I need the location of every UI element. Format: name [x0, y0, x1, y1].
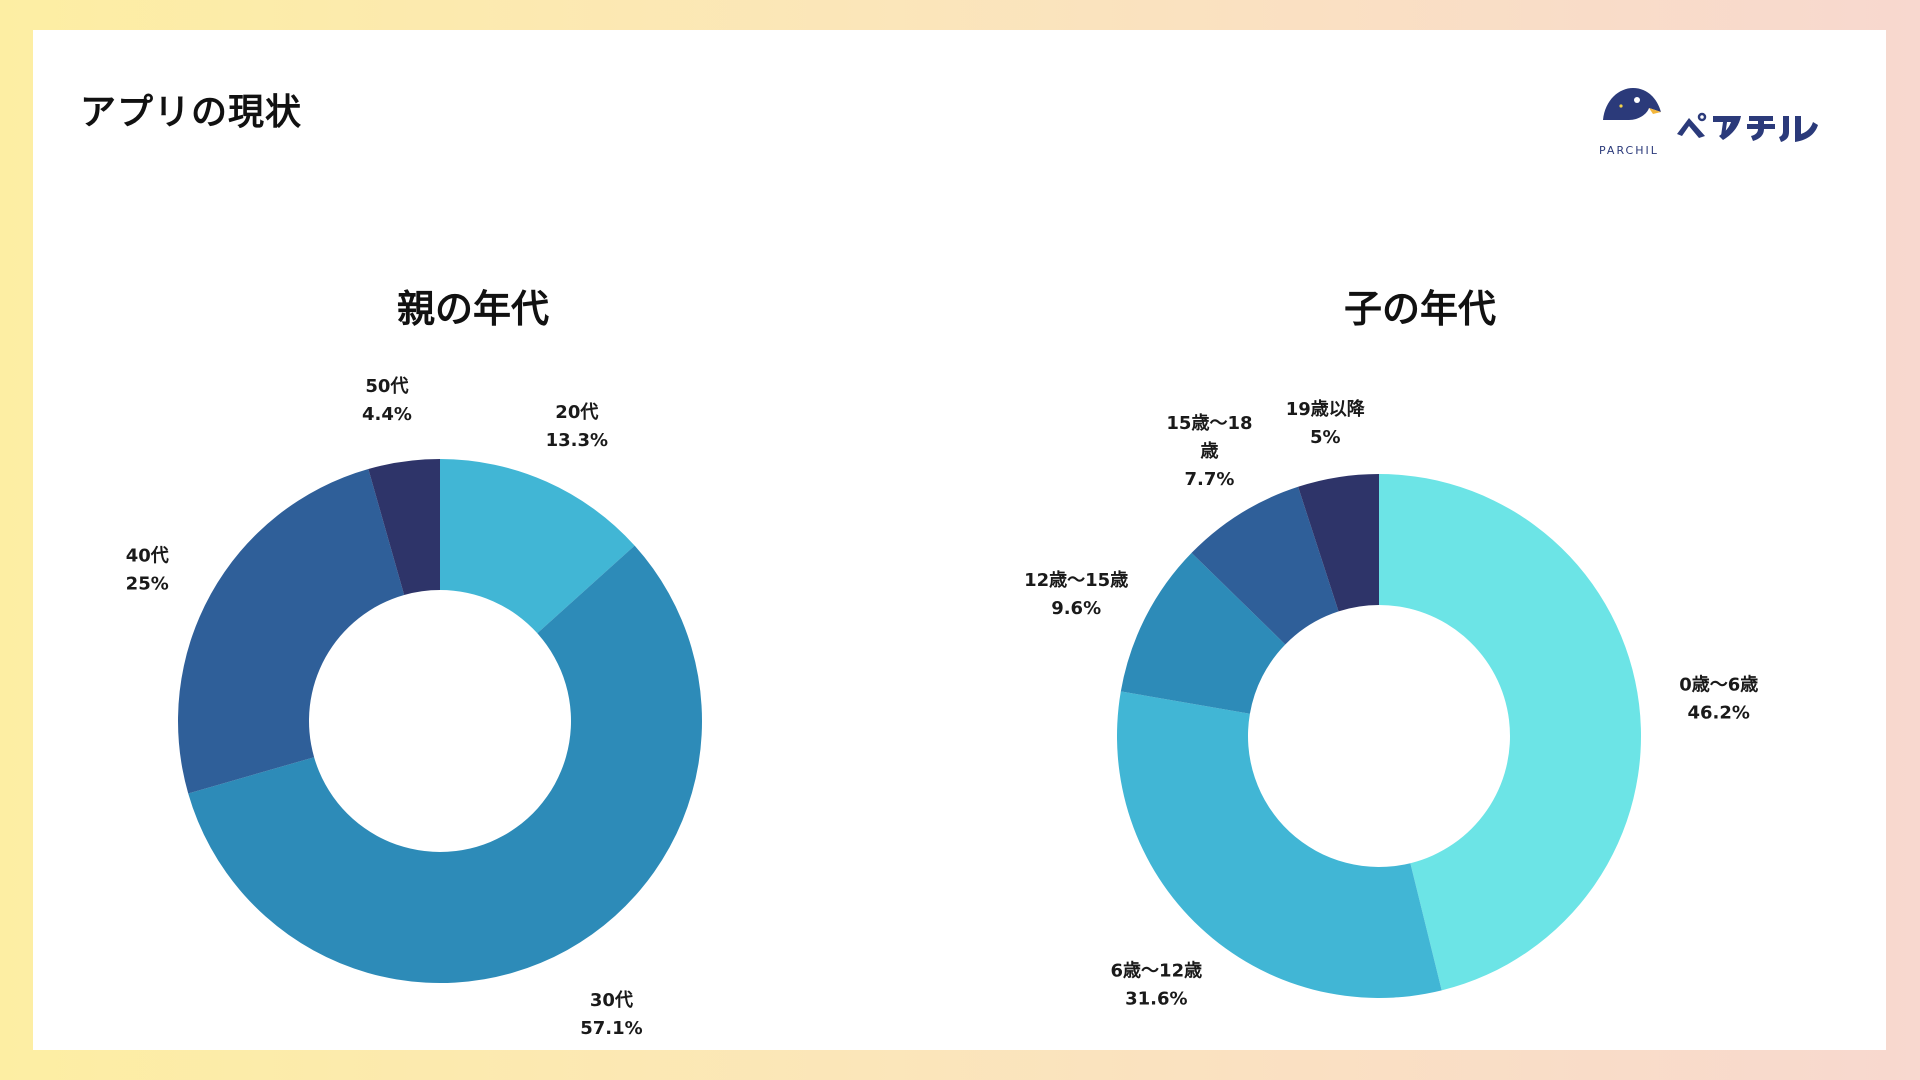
parchil-bird-icon [1603, 88, 1661, 120]
child-age-slice-label-3-line-0: 15歳〜18 [1166, 413, 1252, 434]
child-age-slice-label-1: 6歳〜12歳 31.6% [1111, 960, 1203, 1009]
child-age-slice-1 [1117, 691, 1442, 998]
child-age-slice-label-2: 12歳〜15歳 9.6% [1024, 570, 1128, 619]
parent-age-slice-label-1-line-0: 30代 [590, 990, 633, 1011]
parent-age-slice-label-3: 50代 4.4% [362, 376, 412, 425]
parent-age-chart-title: 親の年代 [396, 287, 549, 331]
child-age-slice-2 [1120, 552, 1286, 714]
parent-age-slice-label-0-line-1: 13.3% [546, 430, 608, 451]
child-age-slice-label-2-line-0: 12歳〜15歳 [1024, 570, 1128, 591]
child-age-slice-label-1-line-1: 31.6% [1125, 988, 1187, 1009]
donut-charts: 20代 13.3%30代 57.1%40代 25%50代 4.4%0歳〜6歳 46.2%6… [126, 376, 1759, 1039]
page-title: アプリの現状 [80, 92, 303, 133]
parent-age-slice-label-2-line-0: 40代 [126, 546, 169, 567]
parent-age-slice-0 [440, 459, 635, 634]
child-age-slice-label-0-line-0: 0歳〜6歳 [1679, 674, 1758, 695]
child-age-slice-label-4-line-0: 19歳以降 [1286, 398, 1366, 420]
child-age-slice-label-3: 15歳〜18 歳 7.7% [1166, 413, 1252, 490]
child-age-chart-title: 子の年代 [1343, 287, 1496, 331]
logo-subtext: PARCHIL [1599, 144, 1659, 157]
child-age-slice-label-4: 19歳以降 5% [1286, 398, 1366, 448]
parent-age-slice-label-2: 40代 25% [126, 546, 169, 595]
parent-age-slice-label-0: 20代 13.3% [546, 402, 608, 451]
parent-age-slice-label-2-line-1: 25% [126, 574, 169, 595]
child-age-slice-label-3-line-2: 7.7% [1184, 469, 1234, 490]
logo-wordmark-image [1677, 112, 1818, 142]
child-age-slice-label-0: 0歳〜6歳 46.2% [1679, 674, 1758, 723]
parent-age-slice-2 [178, 468, 405, 794]
child-age-slice-label-0-line-1: 46.2% [1687, 702, 1749, 723]
parent-age-slice-3 [368, 459, 440, 595]
child-age-slice-3 [1191, 486, 1339, 645]
parent-age-slice-label-1: 30代 57.1% [580, 990, 642, 1039]
child-age-slice-label-2-line-1: 9.6% [1051, 598, 1101, 619]
child-age-slice-label-1-line-0: 6歳〜12歳 [1111, 960, 1203, 981]
parchil-logo: PARCHIL [1599, 84, 1839, 164]
child-age-slice-4 [1298, 474, 1379, 612]
slide: アプリの現状 PARCHIL 親の年代 子の年代 20代 13.3% 30代 57.1… [33, 30, 1886, 1050]
parent-age-slice-1 [188, 545, 702, 983]
parent-age-slice-label-0-line-0: 20代 [555, 402, 598, 423]
child-age-slice-0 [1379, 474, 1641, 991]
child-age-slice-label-3-line-1: 歳 [1200, 441, 1218, 462]
parent-age-slice-label-1-line-1: 57.1% [580, 1018, 642, 1039]
parent-age-slice-label-3-line-1: 4.4% [362, 404, 412, 425]
child-age-slice-label-4-line-1: 5% [1310, 427, 1341, 448]
parent-age-slice-label-3-line-0: 50代 [365, 376, 408, 397]
